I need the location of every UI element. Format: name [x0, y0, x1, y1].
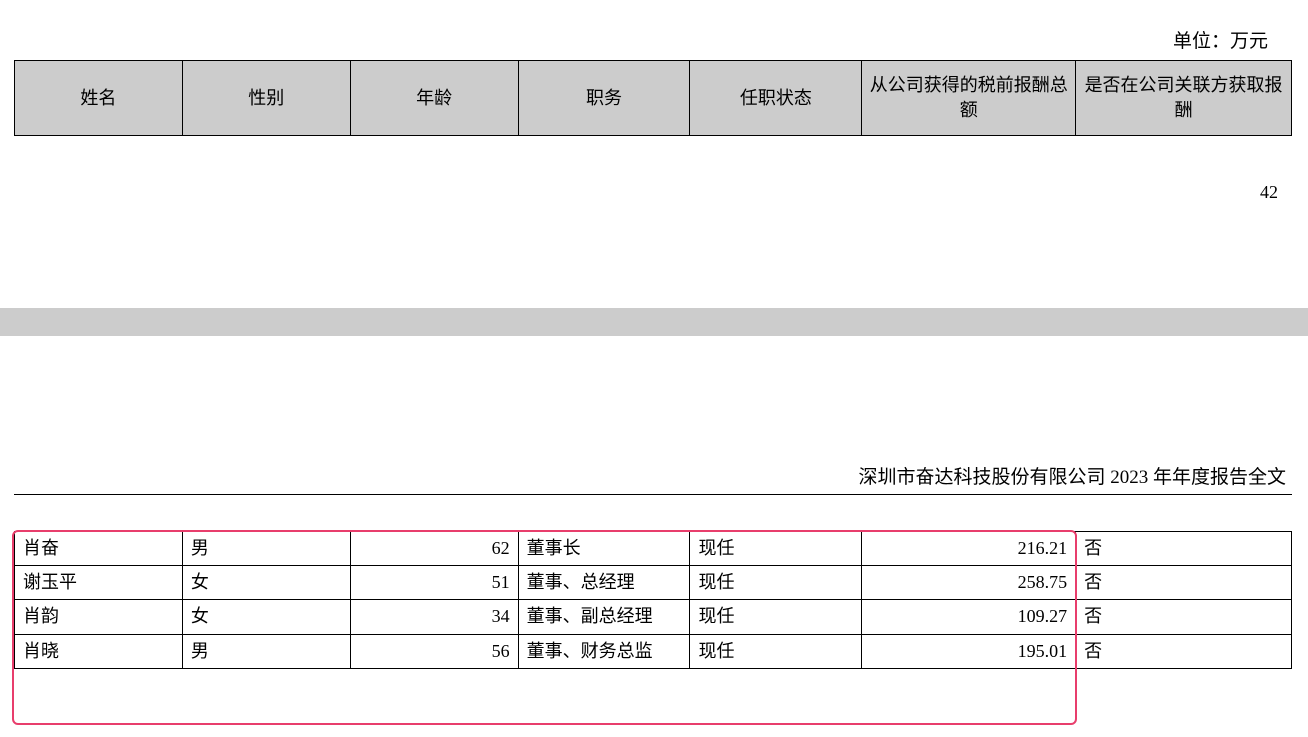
- header-age: 年龄: [350, 61, 518, 136]
- header-position: 职务: [518, 61, 690, 136]
- header-status: 任职状态: [690, 61, 862, 136]
- divider-bar: [0, 308, 1308, 336]
- cell-compensation: 109.27: [862, 600, 1076, 634]
- cell-gender: 女: [182, 600, 350, 634]
- table-row: 肖奋 男 62 董事长 现任 216.21 否: [15, 532, 1292, 566]
- cell-related: 否: [1076, 532, 1292, 566]
- cell-position: 董事、副总经理: [518, 600, 690, 634]
- cell-status: 现任: [690, 634, 862, 668]
- header-related: 是否在公司关联方获取报酬: [1076, 61, 1292, 136]
- table-row: 肖晓 男 56 董事、财务总监 现任 195.01 否: [15, 634, 1292, 668]
- header-table: 姓名 性别 年龄 职务 任职状态 从公司获得的税前报酬总额 是否在公司关联方获取…: [14, 60, 1292, 136]
- header-row: 姓名 性别 年龄 职务 任职状态 从公司获得的税前报酬总额 是否在公司关联方获取…: [15, 61, 1292, 136]
- cell-age: 62: [350, 532, 518, 566]
- cell-compensation: 195.01: [862, 634, 1076, 668]
- cell-status: 现任: [690, 532, 862, 566]
- cell-status: 现任: [690, 600, 862, 634]
- cell-age: 34: [350, 600, 518, 634]
- cell-related: 否: [1076, 566, 1292, 600]
- header-name: 姓名: [15, 61, 183, 136]
- cell-compensation: 258.75: [862, 566, 1076, 600]
- report-title: 深圳市奋达科技股份有限公司 2023 年年度报告全文: [858, 462, 1286, 489]
- cell-age: 56: [350, 634, 518, 668]
- cell-position: 董事、财务总监: [518, 634, 690, 668]
- cell-related: 否: [1076, 600, 1292, 634]
- cell-compensation: 216.21: [862, 532, 1076, 566]
- header-compensation: 从公司获得的税前报酬总额: [862, 61, 1076, 136]
- cell-position: 董事长: [518, 532, 690, 566]
- data-table: 肖奋 男 62 董事长 现任 216.21 否 谢玉平 女 51 董事、总经理 …: [14, 531, 1292, 669]
- cell-name: 肖奋: [15, 532, 183, 566]
- unit-label: 单位：万元: [1173, 26, 1268, 53]
- cell-name: 肖韵: [15, 600, 183, 634]
- header-gender: 性别: [182, 61, 350, 136]
- title-underline: [14, 494, 1292, 495]
- cell-gender: 男: [182, 634, 350, 668]
- cell-status: 现任: [690, 566, 862, 600]
- cell-name: 谢玉平: [15, 566, 183, 600]
- cell-gender: 女: [182, 566, 350, 600]
- table-row: 谢玉平 女 51 董事、总经理 现任 258.75 否: [15, 566, 1292, 600]
- cell-name: 肖晓: [15, 634, 183, 668]
- data-table-wrapper: 肖奋 男 62 董事长 现任 216.21 否 谢玉平 女 51 董事、总经理 …: [14, 531, 1292, 669]
- cell-position: 董事、总经理: [518, 566, 690, 600]
- page-number: 42: [1260, 182, 1278, 203]
- cell-gender: 男: [182, 532, 350, 566]
- cell-related: 否: [1076, 634, 1292, 668]
- table-row: 肖韵 女 34 董事、副总经理 现任 109.27 否: [15, 600, 1292, 634]
- cell-age: 51: [350, 566, 518, 600]
